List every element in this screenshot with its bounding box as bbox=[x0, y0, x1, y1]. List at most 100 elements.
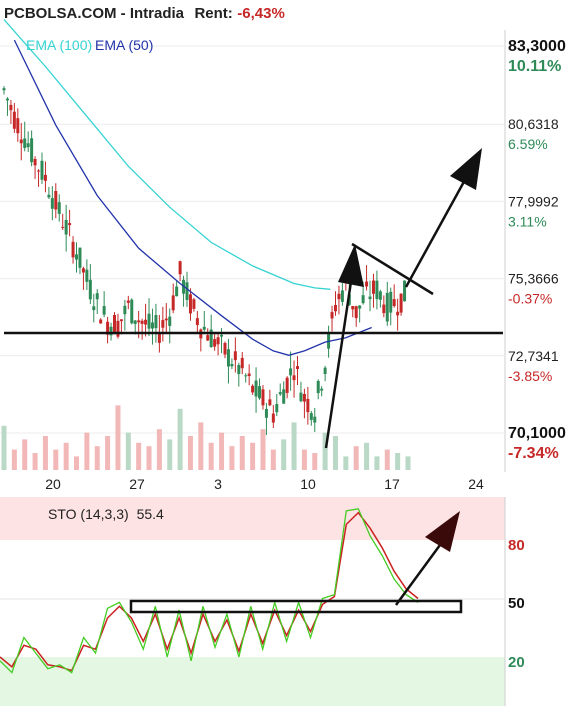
legend-ema50: EMA (50) bbox=[95, 37, 153, 53]
uptrend-arrow-1 bbox=[324, 274, 354, 449]
price-pct-label: -0.37% bbox=[508, 291, 552, 307]
volume-bar bbox=[187, 436, 193, 470]
sto-k-line bbox=[0, 508, 419, 674]
price-panel: 83,3000 10.11% 80,6318 6.59% 77,9992 3.11% 75,… bbox=[0, 19, 566, 472]
candle-body bbox=[358, 305, 362, 309]
rent-label: Rent: bbox=[194, 5, 232, 22]
candle-body bbox=[40, 160, 44, 180]
candle-body bbox=[95, 293, 99, 300]
volume-bar bbox=[63, 442, 69, 470]
volume-bar bbox=[125, 432, 131, 470]
chart-header: PCBOLSA.COM - Intradia Rent: -6,43% bbox=[4, 5, 285, 22]
candle-body bbox=[365, 281, 369, 287]
candle-body bbox=[37, 170, 41, 172]
candle-body bbox=[50, 198, 54, 209]
candle-body bbox=[126, 300, 130, 303]
candle-body bbox=[240, 357, 244, 369]
candle-body bbox=[361, 295, 365, 304]
candle-body bbox=[109, 326, 113, 336]
candle-body bbox=[206, 335, 210, 341]
candle-body bbox=[244, 375, 248, 377]
x-axis-labels: 20 27 3 10 17 24 bbox=[45, 476, 484, 492]
volume-bar bbox=[281, 439, 287, 470]
x-tick-label: 17 bbox=[384, 476, 400, 492]
volume-bar bbox=[229, 446, 235, 470]
candle-body bbox=[375, 280, 379, 300]
candle-body bbox=[230, 364, 234, 367]
volume-bar bbox=[42, 436, 48, 470]
volume-bar bbox=[136, 442, 142, 470]
volume-bar bbox=[74, 456, 80, 470]
sto-panel: STO (14,3,3) 55.4 80 50 20 bbox=[0, 497, 525, 706]
candle-body bbox=[378, 291, 382, 300]
candle-body bbox=[354, 306, 358, 319]
candle-body bbox=[399, 293, 403, 313]
volume-bar bbox=[198, 422, 204, 470]
candle-body bbox=[133, 320, 137, 324]
candle-body bbox=[285, 377, 289, 393]
volume-bar bbox=[301, 449, 307, 470]
candle-body bbox=[392, 299, 396, 307]
candle-body bbox=[268, 399, 272, 406]
candle-body bbox=[19, 139, 23, 144]
candle-body bbox=[161, 320, 165, 328]
annotations bbox=[4, 148, 503, 449]
ema100-line bbox=[3, 19, 331, 290]
candle-body bbox=[371, 280, 375, 294]
candle-body bbox=[337, 293, 341, 300]
candle-body bbox=[385, 292, 389, 322]
volume-bar bbox=[167, 439, 173, 470]
price-gridlines bbox=[0, 45, 505, 434]
candle-body bbox=[323, 367, 327, 374]
sto-arrow-line bbox=[394, 544, 442, 606]
sto-axis-labels: 80 50 20 bbox=[508, 537, 525, 671]
candle-body bbox=[340, 290, 344, 302]
volume-bar bbox=[312, 453, 318, 470]
price-tick-label: 80,6318 bbox=[508, 116, 559, 132]
candle-body bbox=[2, 88, 6, 91]
volume-bar bbox=[177, 408, 183, 470]
volume-bar bbox=[1, 425, 7, 470]
volume-bar bbox=[105, 436, 111, 470]
candle-body bbox=[306, 398, 310, 413]
candle-body bbox=[119, 319, 123, 322]
volume-bar bbox=[384, 449, 390, 470]
candle-body bbox=[271, 413, 275, 423]
volume-bar bbox=[353, 446, 359, 470]
candle-body bbox=[178, 261, 182, 275]
candle-body bbox=[116, 320, 120, 337]
volume-bar bbox=[374, 456, 380, 470]
candle-body bbox=[282, 389, 286, 404]
volume-bar bbox=[11, 449, 17, 470]
price-axis-labels: 83,3000 10.11% 80,6318 6.59% 77,9992 3.11% 75,… bbox=[508, 38, 566, 462]
candle-body bbox=[216, 337, 220, 345]
candle-body bbox=[23, 138, 27, 149]
candle-body bbox=[261, 389, 265, 406]
volume-bar bbox=[115, 405, 121, 470]
candle-body bbox=[102, 306, 106, 315]
volume-bar bbox=[291, 422, 297, 470]
candle-body bbox=[316, 380, 320, 394]
candle-body bbox=[144, 319, 148, 325]
candle-body bbox=[299, 392, 303, 402]
price-pct-label: -7.34% bbox=[508, 445, 559, 462]
arrowhead-icon bbox=[338, 244, 364, 287]
volume-bar bbox=[332, 436, 338, 470]
candle-body bbox=[78, 247, 82, 268]
volume-bar bbox=[146, 446, 152, 470]
candle-body bbox=[309, 413, 313, 420]
candle-body bbox=[237, 365, 241, 375]
volume-bar bbox=[270, 449, 276, 470]
volume-bar bbox=[94, 446, 100, 470]
candle-body bbox=[75, 254, 79, 260]
candle-body bbox=[233, 351, 237, 361]
candle-body bbox=[202, 326, 206, 330]
candle-body bbox=[313, 416, 317, 423]
x-tick-label: 3 bbox=[214, 476, 222, 492]
price-pct-label: 6.59% bbox=[508, 136, 548, 152]
price-pct-label: 3.11% bbox=[508, 213, 547, 229]
candle-body bbox=[137, 320, 141, 323]
candle-body bbox=[264, 409, 268, 418]
candle-body bbox=[351, 306, 355, 310]
